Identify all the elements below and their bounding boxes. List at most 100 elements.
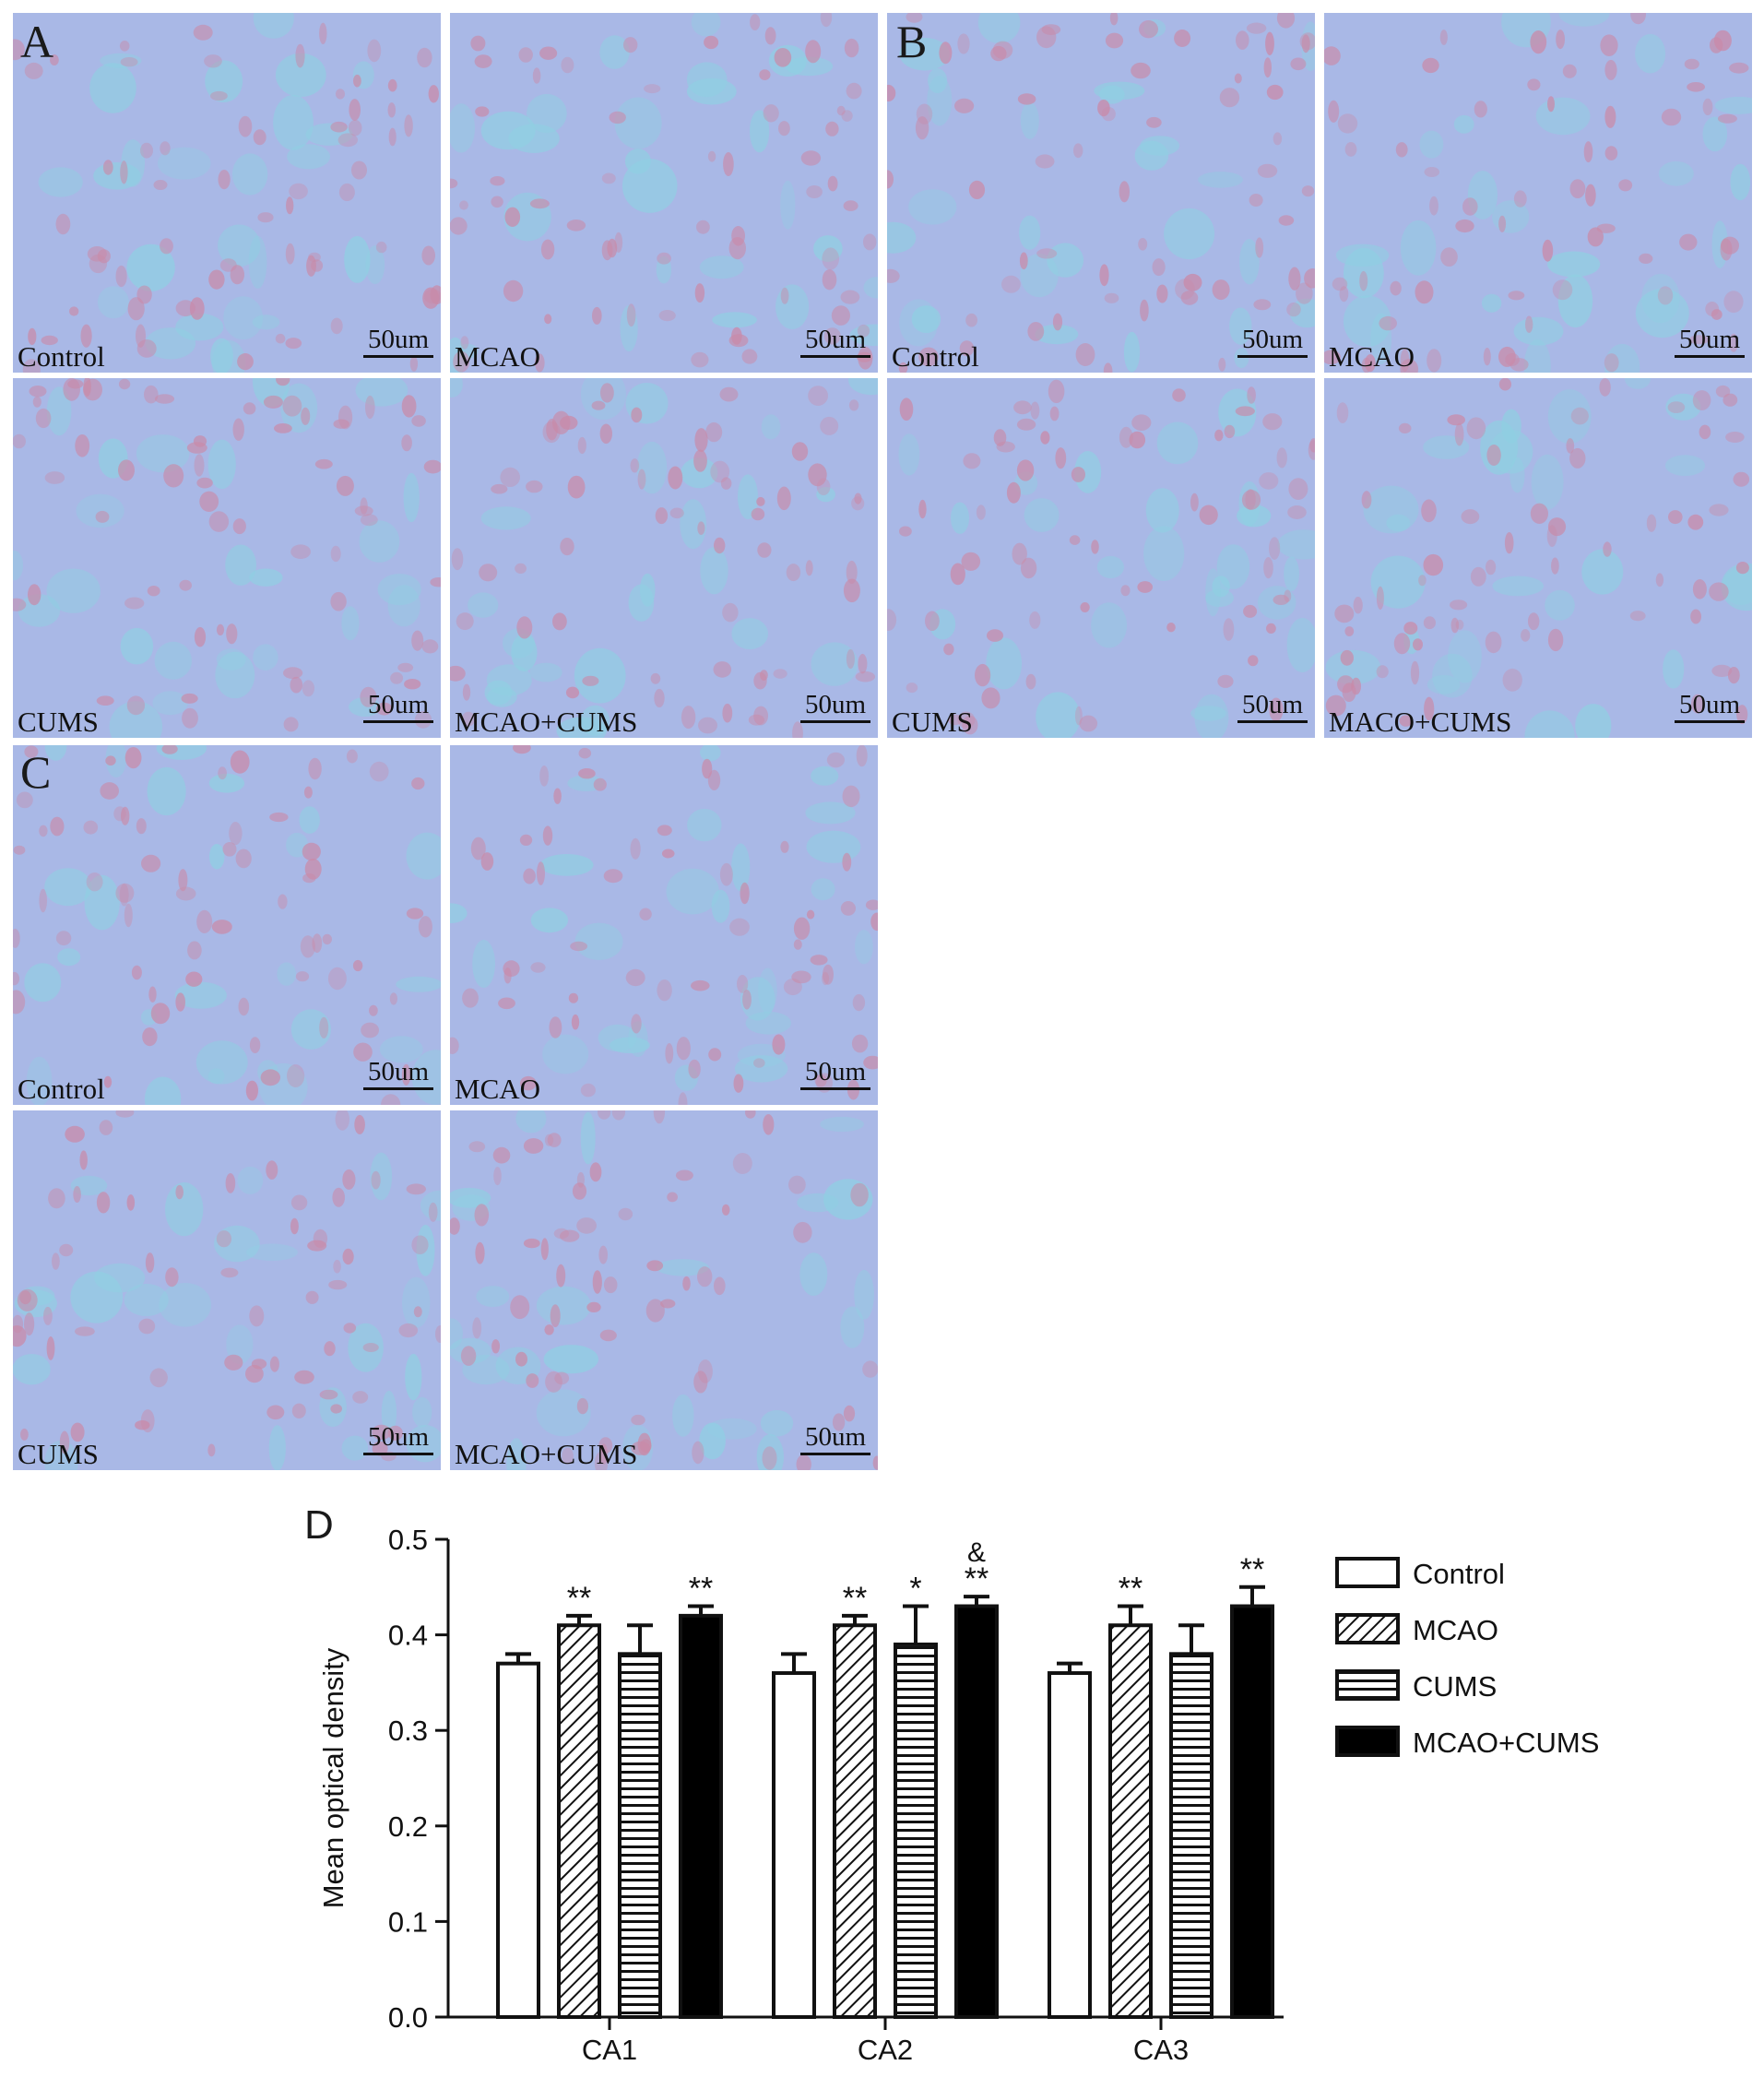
- scale-bar-line: [363, 355, 433, 358]
- significance-label: **: [843, 1581, 867, 1616]
- scale-bar-text: 50um: [804, 1422, 867, 1452]
- tile-label: MCAO: [455, 340, 541, 373]
- scale-bar: 50um: [363, 1059, 433, 1090]
- tile-label: MCAO+CUMS: [455, 706, 638, 738]
- tissue-texture: [450, 13, 878, 373]
- significance-label: **: [965, 1561, 989, 1596]
- y-tick-label: 0.5: [388, 1524, 428, 1556]
- significance-label-extra: &: [967, 1537, 986, 1568]
- scale-bar: 50um: [1675, 692, 1745, 723]
- micrograph-tile: Control 50um: [887, 13, 1315, 373]
- panel-letter-a: A: [20, 16, 54, 67]
- tissue-texture: [13, 13, 441, 373]
- legend-label: CUMS: [1413, 1670, 1497, 1703]
- legend-label: MCAO+CUMS: [1413, 1727, 1599, 1759]
- scale-bar-line: [363, 1087, 433, 1090]
- bar: [557, 1623, 601, 2019]
- legend-swatch: [1335, 1669, 1400, 1701]
- bar: [1108, 1623, 1153, 2019]
- tissue-texture: [1324, 13, 1752, 373]
- y-axis-label: Mean optical density: [317, 1647, 349, 1908]
- micrograph-tile: CUMS 50um: [887, 378, 1315, 738]
- scale-bar-line: [800, 1453, 870, 1455]
- x-tick-label: CA1: [582, 2034, 637, 2066]
- bar: [496, 1661, 540, 2020]
- scale-bar-text: 50um: [1678, 690, 1741, 719]
- bar: [1230, 1604, 1274, 2020]
- y-tick-label: 0.1: [388, 1905, 428, 1938]
- scale-bar: 50um: [363, 326, 433, 358]
- scale-bar-line: [800, 355, 870, 358]
- x-tick-label: CA3: [1133, 2034, 1189, 2066]
- tile-label: MCAO: [1329, 340, 1415, 373]
- y-tick-label: 0.0: [388, 2001, 428, 2034]
- significance-label: **: [1119, 1572, 1142, 1607]
- tissue-texture: [887, 13, 1315, 373]
- tile-label: CUMS: [18, 706, 99, 738]
- scale-bar-text: 50um: [804, 690, 867, 719]
- scale-bar-text: 50um: [367, 1422, 430, 1452]
- micrograph-tile: Control 50um: [13, 13, 441, 373]
- bar: [618, 1652, 662, 2019]
- bar: [833, 1623, 877, 2019]
- scale-bar: 50um: [1237, 692, 1308, 723]
- bar: [1048, 1671, 1092, 2020]
- scale-bar-line: [1675, 355, 1745, 358]
- x-tick-label: CA2: [858, 2034, 913, 2066]
- tissue-texture: [887, 379, 1315, 738]
- legend-swatch: [1335, 1726, 1400, 1757]
- bar: [954, 1604, 999, 2020]
- tissue-texture: [450, 1110, 878, 1470]
- scale-bar-text: 50um: [1241, 325, 1304, 354]
- micrograph-tile: CUMS 50um: [13, 378, 441, 738]
- tile-label: MACO+CUMS: [1329, 706, 1512, 738]
- micrograph-tile: MCAO+CUMS 50um: [450, 378, 878, 738]
- legend-swatch: [1335, 1613, 1400, 1644]
- tile-label: CUMS: [18, 1438, 99, 1470]
- scale-bar-line: [363, 720, 433, 723]
- scale-bar: 50um: [800, 326, 870, 358]
- significance-label: **: [689, 1572, 713, 1607]
- tissue-texture: [450, 378, 878, 738]
- tile-label: Control: [18, 340, 105, 373]
- tile-label: CUMS: [892, 706, 973, 738]
- tissue-texture: [13, 1110, 441, 1470]
- scale-bar-text: 50um: [367, 690, 430, 719]
- y-tick-label: 0.3: [388, 1715, 428, 1747]
- scale-bar: 50um: [800, 1059, 870, 1090]
- legend-label: MCAO: [1413, 1614, 1498, 1646]
- scale-bar-text: 50um: [1678, 325, 1741, 354]
- scale-bar: 50um: [800, 1424, 870, 1455]
- micrograph-tile: CUMS 50um: [13, 1110, 441, 1470]
- bar: [1169, 1652, 1213, 2019]
- tissue-texture: [1325, 378, 1752, 738]
- tissue-texture: [450, 745, 878, 1105]
- scale-bar-line: [1237, 720, 1308, 723]
- panel-letter-c: C: [20, 746, 52, 798]
- scale-bar: 50um: [363, 692, 433, 723]
- tile-label: Control: [18, 1073, 105, 1105]
- scale-bar: 50um: [1237, 326, 1308, 358]
- panel-letter-b: B: [896, 16, 928, 67]
- tissue-texture: [13, 378, 441, 738]
- significance-label: **: [567, 1581, 591, 1616]
- scale-bar-line: [1237, 355, 1308, 358]
- scale-bar-text: 50um: [1241, 690, 1304, 719]
- micrograph-tile: MACO+CUMS 50um: [1324, 378, 1752, 738]
- significance-label: *: [909, 1572, 921, 1607]
- scale-bar-line: [1675, 720, 1745, 723]
- micrograph-tile: MCAO 50um: [450, 13, 878, 373]
- scale-bar-line: [800, 1087, 870, 1090]
- scale-bar: 50um: [1675, 326, 1745, 358]
- scale-bar-text: 50um: [367, 325, 430, 354]
- micrograph-tile: MCAO 50um: [1324, 13, 1752, 373]
- legend-label: Control: [1413, 1558, 1505, 1590]
- bar: [772, 1671, 816, 2020]
- scale-bar-text: 50um: [804, 1057, 867, 1086]
- bar: [679, 1613, 723, 2019]
- significance-label: **: [1240, 1552, 1264, 1587]
- bar: [894, 1642, 938, 2019]
- scale-bar: 50um: [800, 692, 870, 723]
- y-tick-label: 0.4: [388, 1620, 428, 1652]
